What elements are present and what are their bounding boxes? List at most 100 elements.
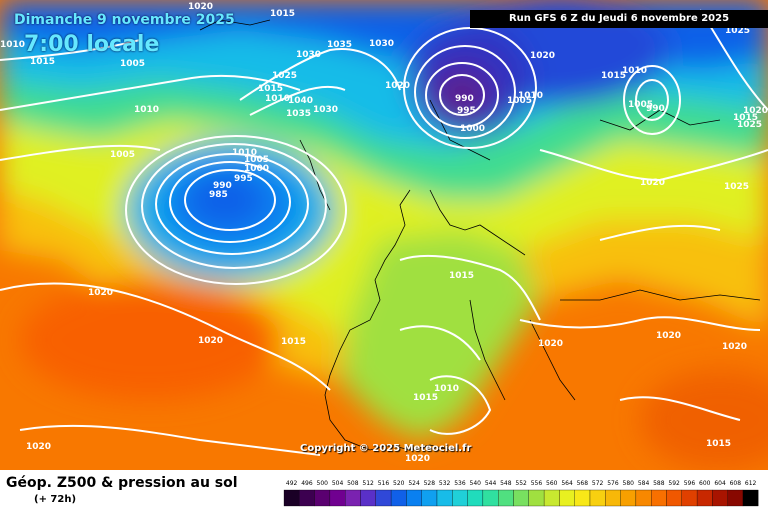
pressure-label: 1010	[134, 105, 159, 115]
forecast-date: Dimanche 9 novembre 2025	[14, 12, 235, 28]
pressure-label: 1020	[530, 51, 555, 61]
pressure-label: 1015	[706, 439, 731, 449]
legend-value: 552	[515, 480, 527, 487]
legend-value: 580	[623, 480, 635, 487]
legend-swatch	[559, 489, 575, 507]
legend-value: 508	[347, 480, 359, 487]
legend-swatch	[345, 489, 361, 507]
legend-swatch	[635, 489, 652, 507]
legend-swatch	[712, 489, 728, 507]
pressure-label: 1030	[296, 50, 321, 60]
legend-swatch	[605, 489, 621, 507]
pressure-label: 1020	[538, 339, 563, 349]
pressure-label: 1020	[188, 2, 213, 12]
legend-swatch	[498, 489, 514, 507]
legend-value: 524	[408, 480, 420, 487]
legend-swatch	[283, 489, 300, 507]
copyright-notice: Copyright © 2025 Meteociel.fr	[300, 443, 472, 454]
pressure-label: 1025	[272, 71, 297, 81]
forecast-horizon: (+ 72h)	[34, 494, 77, 505]
legend-swatch	[742, 489, 759, 507]
legend-swatch	[299, 489, 315, 507]
legend-value: 556	[531, 480, 543, 487]
legend-value: 500	[317, 480, 329, 487]
legend-value: 592	[668, 480, 680, 487]
pressure-label: 1015	[258, 84, 283, 94]
pressure-labels: 1015 1020 1015 1005 1010 1010 1005 1030 …	[0, 2, 768, 403]
pressure-label: 1000	[460, 124, 485, 134]
legend-value: 532	[439, 480, 451, 487]
legend-swatch	[467, 489, 484, 507]
pressure-label: 1005	[244, 155, 269, 165]
legend-value: 528	[424, 480, 436, 487]
legend-value: 576	[607, 480, 619, 487]
pressure-label: 1020	[88, 288, 113, 298]
legend-value: 536	[454, 480, 466, 487]
color-legend: 492 496 500 504 508 512 516 520 524 528 532 536 540 5…	[283, 480, 759, 507]
legend-value: 540	[470, 480, 482, 487]
pressure-label: 985	[209, 190, 228, 200]
pressure-label: 1020	[405, 454, 430, 464]
legend-value: 584	[638, 480, 650, 487]
pressure-label: 990	[213, 181, 232, 191]
forecast-time: 7:00 locale	[24, 32, 160, 57]
pressure-label: 1020	[743, 106, 768, 116]
weather-map: 1015 1020 1015 1005 1010 1010 1005 1030 …	[0, 0, 768, 470]
pressure-label: 1010	[232, 148, 257, 158]
pressure-label: 1005	[628, 100, 653, 110]
pressure-label: 1015	[281, 337, 306, 347]
legend-value: 504	[332, 480, 344, 487]
legend-value: 512	[362, 480, 374, 487]
legend-swatch	[681, 489, 698, 507]
legend-swatch	[329, 489, 346, 507]
pressure-label: 1020	[385, 81, 410, 91]
pressure-label: 1015	[413, 393, 438, 403]
legend-swatch	[543, 489, 560, 507]
legend-swatch	[375, 489, 392, 507]
pressure-label: 1010	[0, 40, 25, 50]
pressure-label: 995	[457, 106, 476, 116]
legend-swatch	[574, 489, 591, 507]
legend-swatch	[421, 489, 438, 507]
pressure-label: 1005	[507, 96, 532, 106]
pressure-label: 1005	[120, 59, 145, 69]
pressure-label: 1020	[640, 178, 665, 188]
pressure-label: 1040	[288, 96, 313, 106]
legend-value: 496	[301, 480, 313, 487]
legend-swatch	[528, 489, 545, 507]
legend-value: 604	[714, 480, 726, 487]
legend-swatch	[436, 489, 453, 507]
legend-swatch	[482, 489, 499, 507]
legend-value: 608	[730, 480, 742, 487]
legend-swatch	[314, 489, 331, 507]
legend-swatch	[406, 489, 422, 507]
pressure-label: 1015	[733, 113, 758, 123]
legend-value: 492	[286, 480, 298, 487]
legend-swatch	[666, 489, 682, 507]
legend-swatch	[727, 489, 744, 507]
pressure-label: 1020	[722, 342, 747, 352]
geopotential-color-field	[0, 0, 768, 470]
product-title: Géop. Z500 & pression au sol	[6, 475, 238, 491]
legend-swatch	[589, 489, 606, 507]
pressure-label: 1015	[30, 57, 55, 67]
pressure-label: 1000	[244, 164, 269, 174]
isobars	[0, 9, 768, 456]
pressure-label: 990	[455, 94, 474, 104]
legend-swatch	[360, 489, 376, 507]
pressure-label: 1035	[327, 40, 352, 50]
pressure-label: 1010	[518, 91, 543, 101]
legend-swatch	[452, 489, 468, 507]
legend-value: 596	[684, 480, 696, 487]
legend-value: 560	[546, 480, 558, 487]
legend-value: 612	[745, 480, 757, 487]
pressure-label: 1020	[26, 442, 51, 452]
pressure-label: 1025	[724, 182, 749, 192]
pressure-label: 1015	[601, 71, 626, 81]
pressure-label: 1005	[110, 150, 135, 160]
legend-swatch	[513, 489, 529, 507]
legend-value: 544	[485, 480, 497, 487]
pressure-label: 1010	[265, 94, 290, 104]
legend-value: 600	[699, 480, 711, 487]
model-run-banner: Run GFS 6 Z du Jeudi 6 novembre 2025	[470, 10, 768, 28]
